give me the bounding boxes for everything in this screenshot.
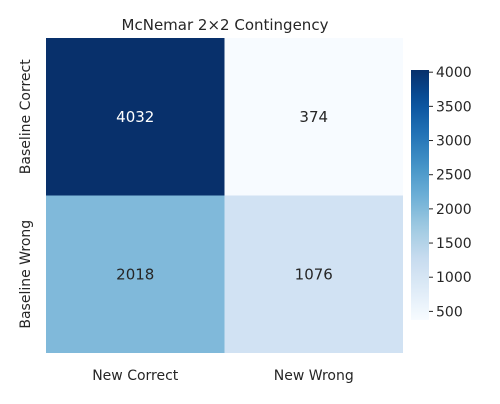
- heatmap-cell: [224, 38, 403, 196]
- x-tick-label: New Wrong: [274, 368, 354, 384]
- colorbar-gradient: [411, 70, 429, 320]
- y-tick-label: Baseline Correct: [18, 59, 34, 174]
- cell-value-label: 4032: [116, 108, 154, 126]
- cell-value-label: 1076: [295, 265, 333, 283]
- chart-title: McNemar 2×2 Contingency: [122, 16, 329, 34]
- heatmap-cell: [46, 38, 225, 196]
- y-tick-label: Baseline Wrong: [18, 220, 34, 329]
- x-tick-label: New Correct: [92, 368, 179, 384]
- colorbar-tick-label: 1000: [436, 270, 472, 286]
- colorbar-tick-label: 4000: [436, 65, 472, 81]
- colorbar-tick-label: 3000: [436, 134, 472, 150]
- colorbar-tick-label: 1500: [436, 236, 472, 252]
- cell-value-label: 2018: [116, 265, 154, 283]
- colorbar-tick-label: 500: [436, 304, 463, 320]
- heatmap-cell: [46, 195, 225, 353]
- colorbar-tick-label: 3500: [436, 99, 472, 115]
- colorbar-tick-label: 2500: [436, 168, 472, 184]
- heatmap-cell: [224, 195, 403, 353]
- cell-value-label: 374: [299, 108, 328, 126]
- colorbar-tick-label: 2000: [436, 202, 472, 218]
